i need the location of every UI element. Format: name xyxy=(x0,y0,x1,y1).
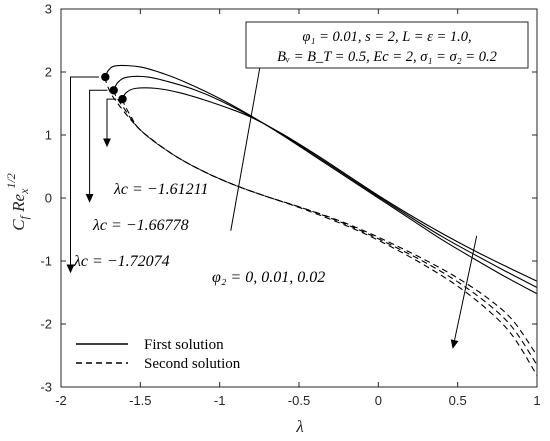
y-tick-label: -3 xyxy=(40,380,52,395)
second-solution-line-1 xyxy=(104,76,538,376)
second-solution-line-3 xyxy=(122,98,538,356)
critical-point-marker-1 xyxy=(101,72,110,82)
phi2-label: φ₂ = 0, 0.01, 0.02 xyxy=(212,269,325,286)
x-tick-label: -0.5 xyxy=(288,393,310,408)
legend-first-solution: First solution xyxy=(144,337,224,353)
phi2-arrow-second xyxy=(450,235,478,349)
first-solution-line-3 xyxy=(122,87,538,282)
x-tick-label: 0 xyxy=(375,393,382,408)
x-tick-label: 0.5 xyxy=(449,393,467,408)
parameters-box: φ₁ = 0.01, s = 2, L = ε = 1.0, Bᵥ = B_T … xyxy=(245,21,529,69)
legend: First solution Second solution xyxy=(76,337,241,372)
svg-text:Cf Rex1/2: Cf Rex1/2 xyxy=(4,173,31,231)
x-tick-label: -2 xyxy=(55,393,67,408)
critical-arrow-2 xyxy=(85,89,108,203)
y-tick-label: -1 xyxy=(40,254,52,269)
y-tick-label: 0 xyxy=(45,191,52,206)
annotation-arrows xyxy=(66,42,478,349)
parameters-line-1: φ₁ = 0.01, s = 2, L = ε = 1.0, xyxy=(302,29,471,45)
critical-label-2: λc = −1.66778 xyxy=(92,217,189,234)
phi2-arrow-first xyxy=(230,42,267,231)
x-tick-label: 1 xyxy=(533,393,540,408)
legend-second-solution: Second solution xyxy=(144,356,241,372)
x-tick-label: -1 xyxy=(214,393,226,408)
critical-arrow-1 xyxy=(66,76,99,274)
x-tick-label: -1.5 xyxy=(129,393,151,408)
y-axis-title: Cf Rex1/2 xyxy=(4,173,31,231)
y-tick-label: 2 xyxy=(45,65,52,80)
series-lines xyxy=(104,64,538,376)
plot-frame xyxy=(60,8,538,388)
critical-label-1: λc = −1.72074 xyxy=(73,253,170,270)
critical-point-markers xyxy=(101,72,127,104)
critical-label-3: λc = −1.61211 xyxy=(113,181,208,198)
critical-point-marker-2 xyxy=(109,86,118,95)
critical-arrow-3 xyxy=(103,98,117,148)
parameters-line-2: Bᵥ = B_T = 0.5, Ec = 2, σ₁ = σ₂ = 0.2 xyxy=(277,49,497,65)
critical-point-marker-3 xyxy=(118,94,127,104)
y-tick-label: -2 xyxy=(40,317,52,332)
y-tick-label: 1 xyxy=(45,128,52,143)
y-tick-label: 3 xyxy=(45,2,52,17)
x-axis-title: λ xyxy=(295,417,303,436)
